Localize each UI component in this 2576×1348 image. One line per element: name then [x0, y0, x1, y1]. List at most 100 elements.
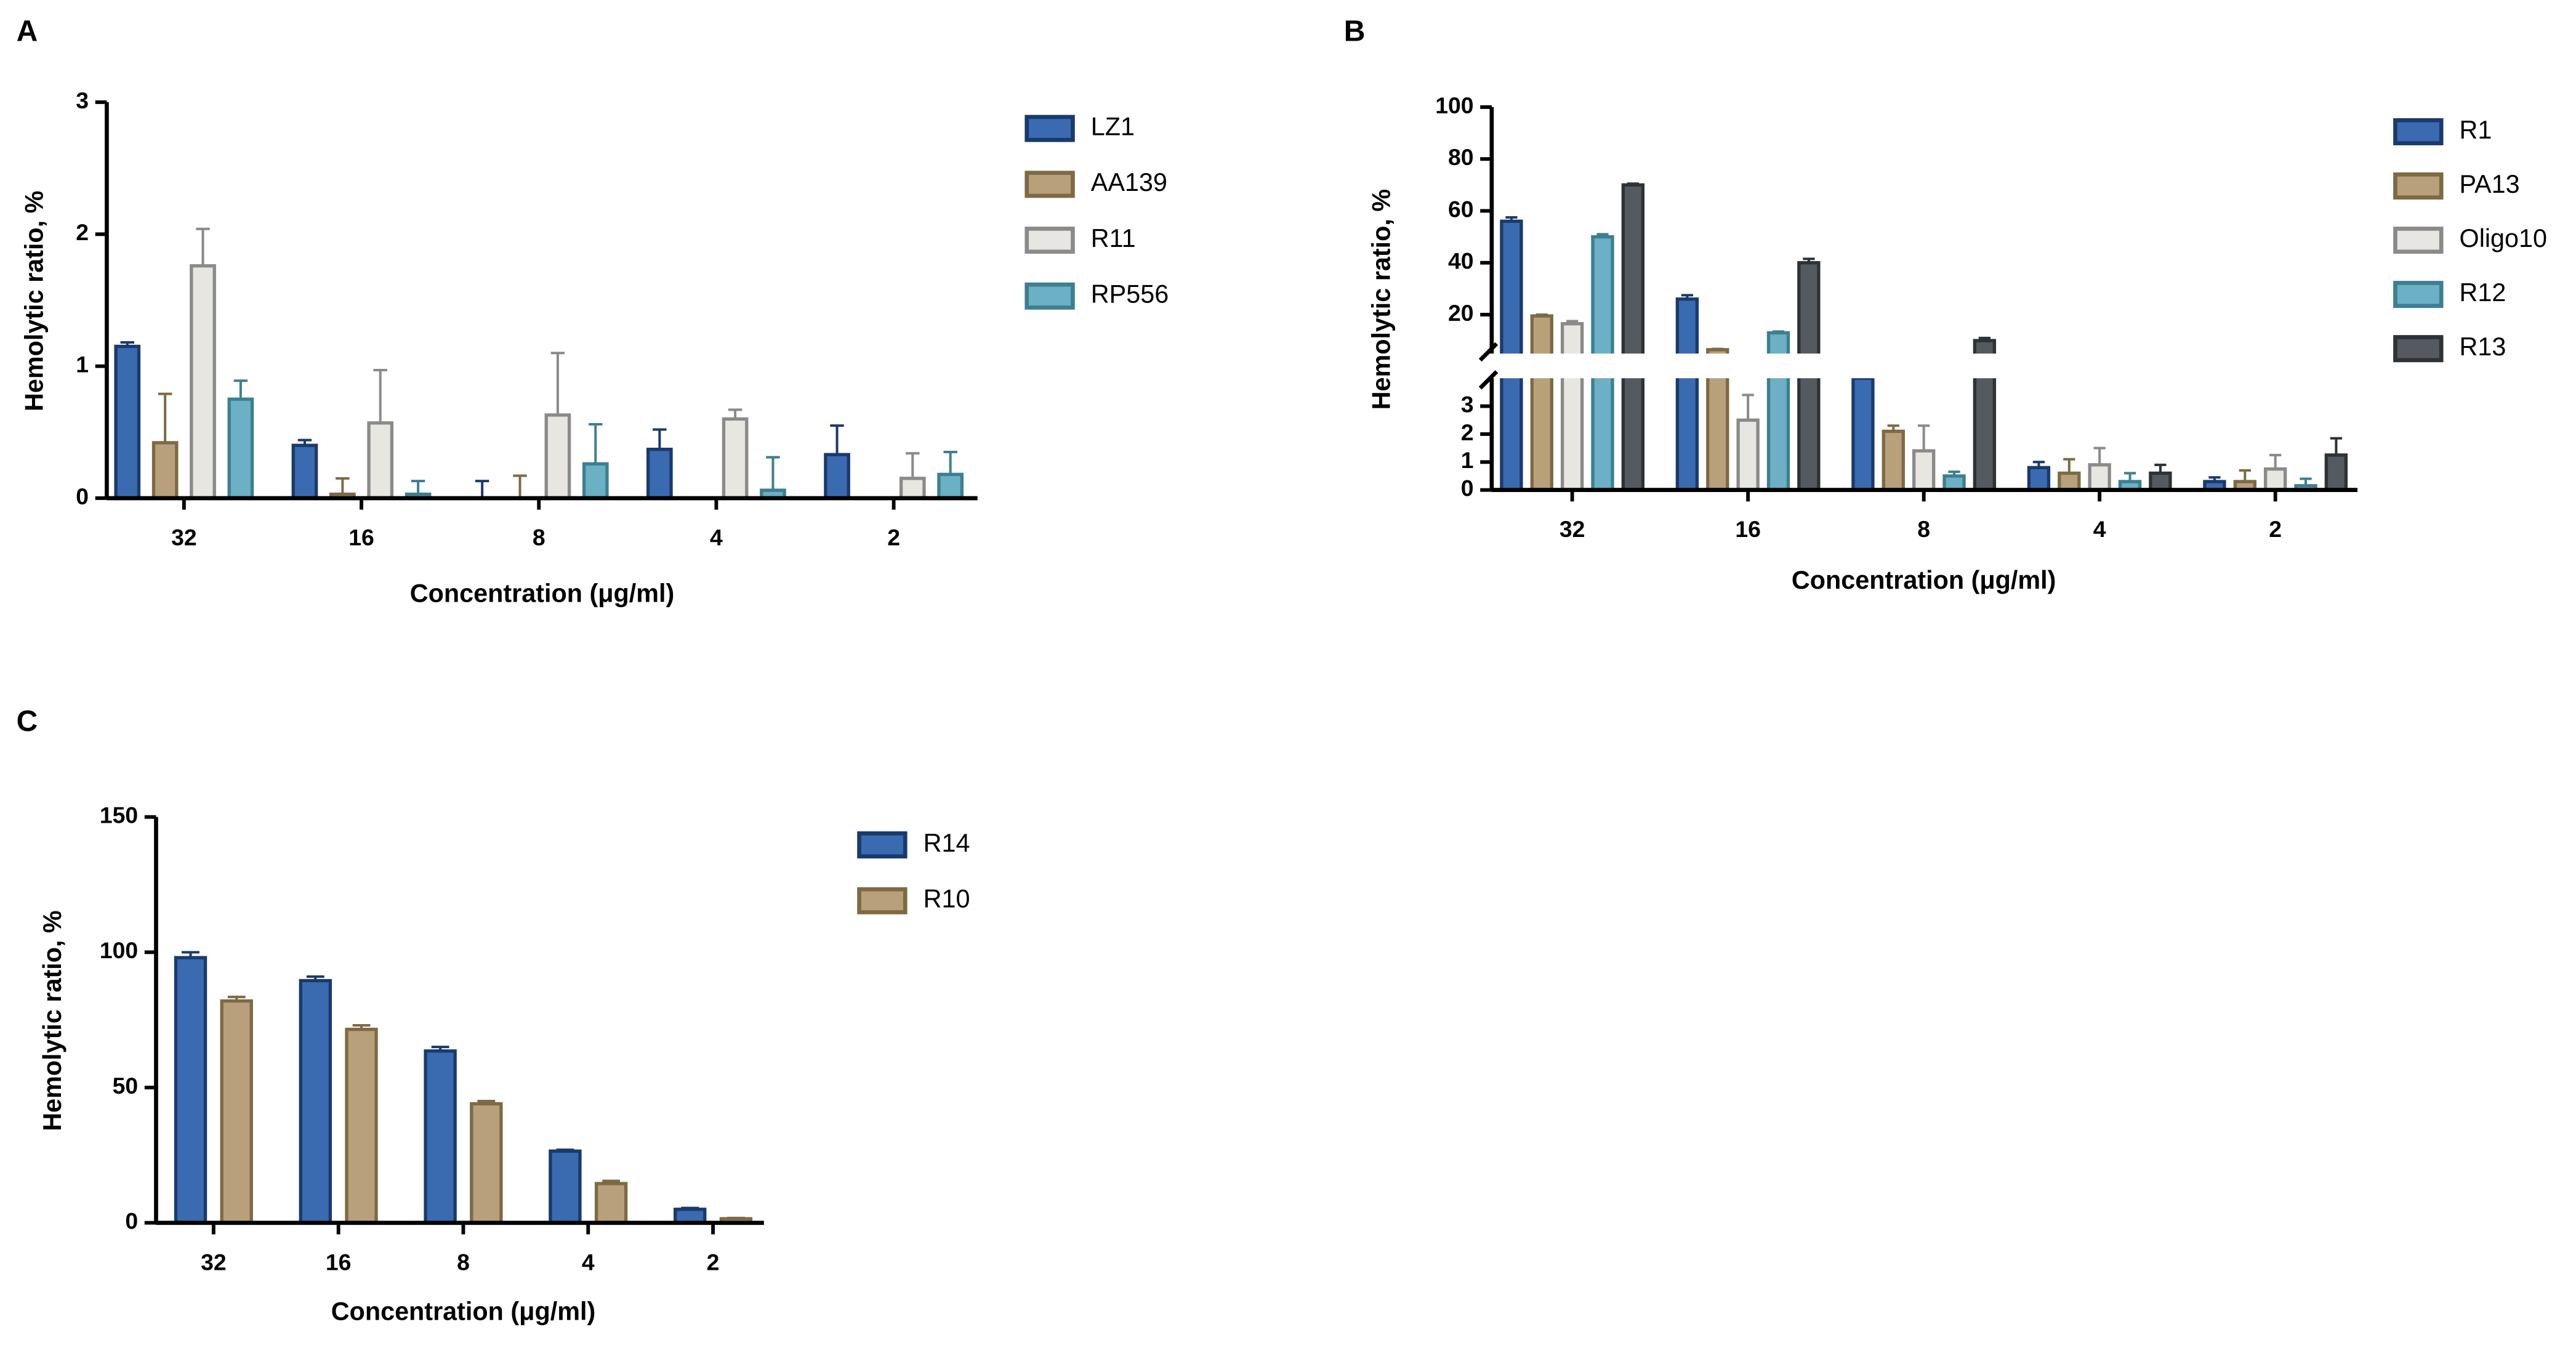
error-bar: [1803, 257, 1815, 263]
bar: [594, 1182, 628, 1225]
x-tick-label: 2: [707, 1249, 720, 1275]
y-axis-title: Hemolytic ratio, %: [20, 191, 49, 411]
bar: [899, 477, 926, 500]
y-tick-label: 3: [76, 87, 89, 113]
panel-label: A: [17, 15, 38, 48]
error-bar: [550, 352, 565, 415]
bar: [1942, 474, 1966, 492]
legend-swatch: [857, 831, 908, 859]
axis-break-gap: [1471, 353, 2361, 379]
bar: [291, 443, 318, 500]
error-bar: [1887, 424, 1899, 432]
legend-label: Oligo10: [2460, 224, 2548, 252]
bar: [367, 421, 394, 500]
y-tick-label: 50: [113, 1073, 139, 1099]
legend-label: R13: [2460, 333, 2506, 361]
legend-label: LZ1: [1091, 113, 1135, 141]
error-bar: [1505, 216, 1518, 222]
panel-label: B: [1344, 15, 1366, 48]
x-tick-label: 32: [201, 1249, 227, 1275]
bar: [470, 1102, 503, 1225]
y-tick-label: 0: [76, 483, 89, 509]
legend-label: RP556: [1091, 280, 1169, 309]
y-tick-label: 2: [1461, 419, 1474, 445]
error-bar: [513, 474, 527, 498]
error-bar: [906, 452, 920, 478]
bar: [1621, 183, 1645, 492]
legend-label: R11: [1091, 224, 1136, 252]
x-tick-label: 8: [1917, 516, 1930, 542]
error-bar: [727, 1216, 745, 1219]
bar: [824, 453, 850, 500]
bar: [549, 1149, 582, 1225]
legend-swatch: [1024, 171, 1075, 198]
legend-swatch: [1024, 115, 1075, 142]
error-bar: [1536, 313, 1548, 317]
y-tick-label: 2: [76, 219, 89, 245]
bar: [2088, 463, 2111, 492]
legend-label: AA139: [1091, 168, 1167, 196]
error-bar: [233, 379, 248, 400]
legend-swatch: [2393, 172, 2444, 200]
bar: [174, 956, 207, 1225]
error-bar: [475, 480, 489, 498]
error-bar: [2063, 458, 2075, 474]
bar: [227, 397, 254, 500]
error-bar: [1978, 336, 1990, 341]
error-bar: [2300, 477, 2312, 486]
error-bar: [681, 1206, 699, 1209]
y-tick-label: 3: [1461, 391, 1474, 417]
x-tick-label: 32: [1560, 516, 1585, 542]
y-tick-label: 80: [1448, 144, 1474, 170]
bar: [1560, 322, 1584, 492]
legend-swatch: [857, 887, 908, 914]
error-bar: [196, 227, 210, 266]
x-tick-label: 4: [2093, 516, 2106, 542]
bar: [1912, 449, 1936, 492]
x-tick-label: 16: [326, 1249, 352, 1275]
error-bar: [1742, 394, 1754, 421]
y-tick-label: 60: [1448, 196, 1474, 222]
error-bar: [352, 1023, 371, 1030]
x-tick-label: 32: [171, 525, 197, 551]
y-tick-label: 0: [125, 1208, 138, 1234]
error-bar: [297, 438, 312, 446]
legend-swatch: [2393, 335, 2444, 363]
error-bar: [1948, 470, 1960, 476]
error-bar: [589, 422, 603, 464]
error-bar: [1566, 320, 1579, 324]
error-bar: [182, 951, 199, 958]
error-bar: [120, 341, 135, 347]
error-bar: [556, 1148, 574, 1152]
error-bar: [2208, 476, 2221, 482]
y-tick-label: 1: [76, 351, 89, 377]
error-bar: [411, 480, 425, 494]
error-bar: [1918, 424, 1930, 451]
error-bar: [1627, 182, 1639, 185]
error-bar: [1712, 347, 1724, 350]
panel-label: C: [17, 705, 38, 738]
y-axis-title: Hemolytic ratio, %: [1367, 189, 1396, 410]
bar: [190, 264, 216, 500]
bar: [2027, 466, 2051, 492]
error-bar: [227, 995, 246, 1001]
error-bar: [2093, 446, 2106, 465]
error-bar: [2032, 461, 2045, 468]
legend-label: R1: [2460, 116, 2492, 144]
legend-label: PA13: [2460, 170, 2520, 198]
legend-label: R12: [2460, 278, 2506, 307]
x-tick-label: 8: [533, 525, 545, 551]
error-bar: [830, 424, 844, 455]
error-bar: [602, 1179, 621, 1184]
y-tick-label: 150: [100, 802, 138, 828]
x-tick-label: 16: [1735, 516, 1761, 542]
y-tick-label: 20: [1448, 300, 1474, 326]
bar: [1736, 418, 1760, 492]
error-bar: [2269, 453, 2282, 469]
error-bar: [2239, 469, 2251, 482]
bar: [2058, 471, 2081, 492]
error-bar: [1596, 233, 1609, 237]
legend-swatch: [1024, 227, 1075, 254]
y-tick-label: 0: [1461, 475, 1474, 501]
